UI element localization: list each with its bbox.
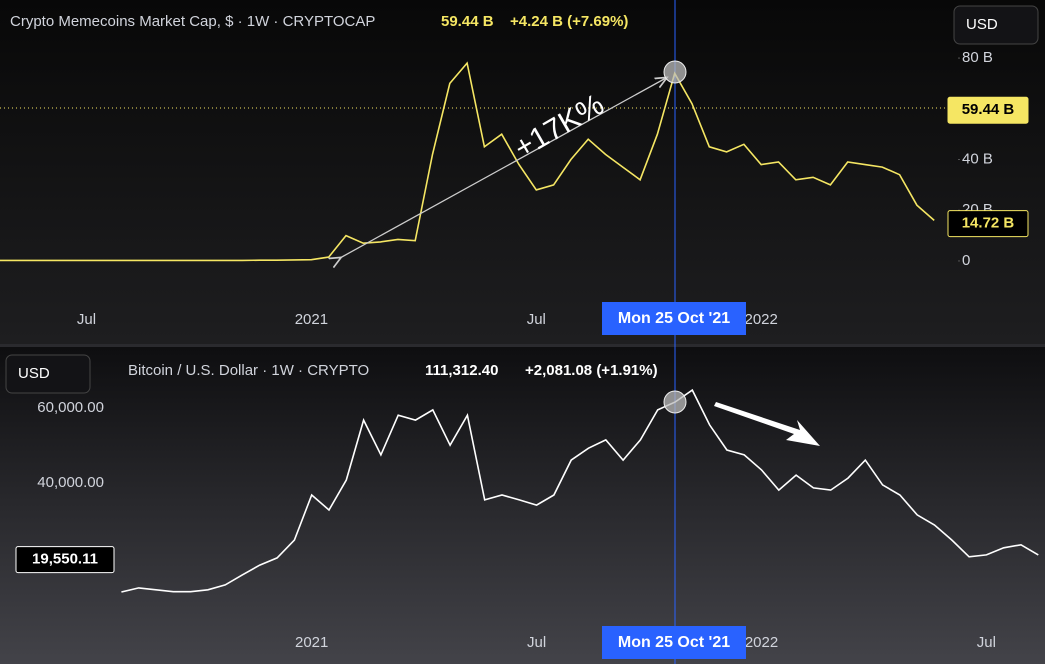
- highlight: [663, 390, 687, 414]
- highlight: [663, 60, 687, 84]
- y-tick-label: 40,000.00: [37, 474, 104, 491]
- price-label: 14.72 B: [962, 215, 1015, 232]
- price-label: 19,550.11: [32, 551, 98, 568]
- x-tick-label: Jul: [77, 311, 96, 328]
- crosshair-label: Mon 25 Oct '21: [618, 634, 730, 651]
- x-tick-label: 2021: [295, 634, 328, 651]
- currency: USD: [18, 365, 50, 382]
- annotation-arrow: [340, 78, 666, 258]
- marks: Crypto Memecoins Market Cap, $ · 1W · CR…: [0, 5, 1039, 659]
- crosshair-label-box: [602, 626, 746, 659]
- trend-arrow: [714, 402, 820, 446]
- currency: USD: [966, 16, 998, 33]
- y-tick-label: 60,000.00: [37, 399, 104, 416]
- x-tick-label: Jul: [977, 634, 996, 651]
- panel-bottom: [0, 347, 1045, 664]
- series-line: [0, 61, 935, 262]
- y-tick-label: 0: [962, 252, 970, 269]
- header-value: 111,312.40: [425, 362, 498, 379]
- price-label-box: [15, 546, 115, 574]
- chart-title: Crypto Memecoins Market Cap, $ · 1W · CR…: [10, 13, 375, 30]
- header-value: +4.24 B (+7.69%): [510, 13, 628, 30]
- chart-title: Bitcoin / U.S. Dollar · 1W · CRYPTO: [128, 362, 369, 379]
- x-tick-label: 2022: [745, 634, 778, 651]
- series-line: [121, 388, 1039, 593]
- y-tick-label: 80 B: [962, 49, 993, 66]
- header-value: 59.44 B: [441, 13, 494, 30]
- currency-button: [5, 354, 91, 394]
- y-tick-label: 40 B: [962, 150, 993, 167]
- price-label: 59.44 B: [962, 101, 1015, 118]
- currency-button: [953, 5, 1039, 45]
- crosshair-label: Mon 25 Oct '21: [618, 310, 730, 327]
- crosshair-label-box: [602, 302, 746, 335]
- header-value: +2,081.08 (+1.91%): [525, 362, 658, 379]
- x-tick-label: 2021: [295, 311, 328, 328]
- x-tick-label: Jul: [527, 311, 546, 328]
- separator: [0, 344, 1045, 347]
- price-label-box: [947, 96, 1029, 124]
- panel-top: [0, 0, 1045, 344]
- x-tick-label: Jul: [527, 634, 546, 651]
- x-tick-label: 2022: [745, 311, 778, 328]
- price-label-box: [947, 210, 1029, 238]
